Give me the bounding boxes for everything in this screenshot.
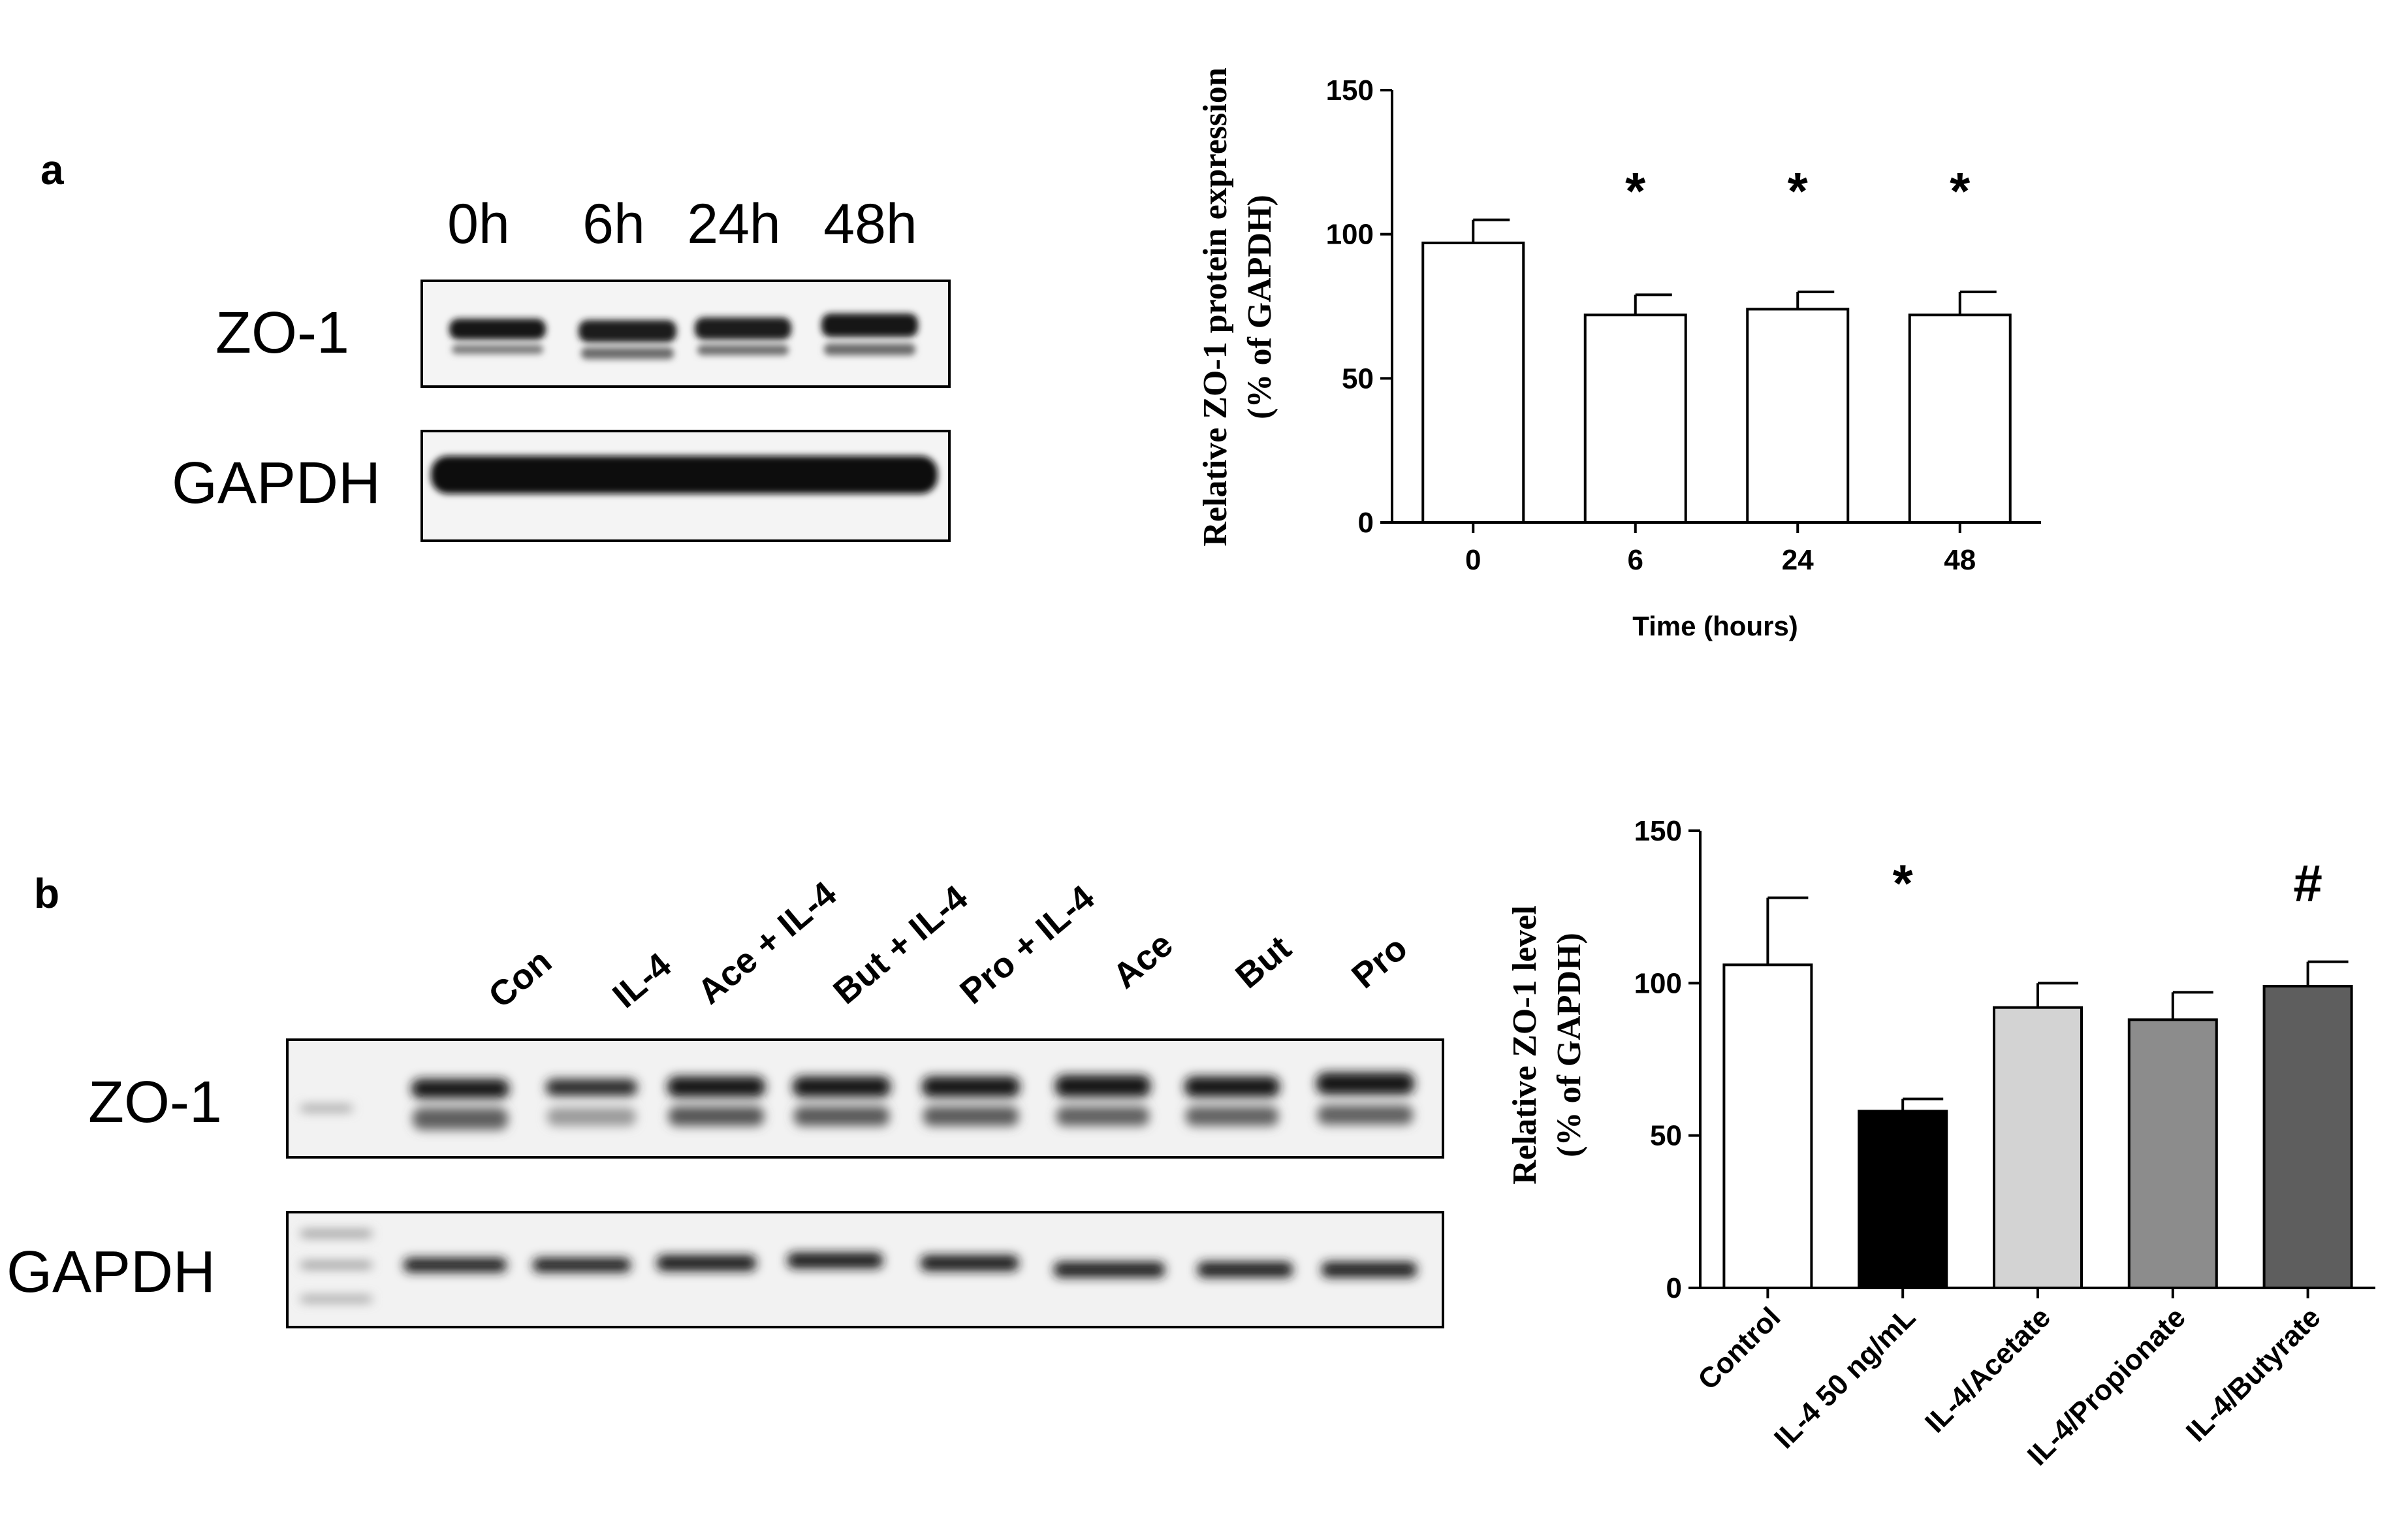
y-tick-label: 0 [1358, 507, 1374, 539]
bar [1993, 1006, 2083, 1289]
chart-a-ylabel-line1: Relative ZO-1 protein expression [1197, 67, 1234, 546]
significance-marker: * [1893, 854, 1914, 912]
blot-a-gapdh-image [420, 430, 951, 542]
x-tick-label: Control [1692, 1301, 1786, 1396]
significance-marker: # [2293, 854, 2322, 912]
panel-b-label: b [34, 870, 59, 917]
blot-a-row-gapdh-label: GAPDH [172, 451, 381, 516]
chart-b-bars [1722, 896, 2353, 1290]
bar [1583, 313, 1687, 524]
x-tick-label: IL-4/Acetate [1919, 1301, 2057, 1439]
bar [1722, 963, 1813, 1290]
lane-label: IL-4 [605, 946, 678, 1016]
lane-label: But [1228, 928, 1298, 996]
y-tick-label: 50 [1650, 1120, 1682, 1152]
blot-b-gapdh-image [286, 1211, 1444, 1328]
chart-b-ylabel-line1: Relative ZO-1 level [1506, 905, 1544, 1184]
bar [2127, 1018, 2218, 1290]
chart-a-bars [1421, 218, 2012, 524]
y-tick-label: 150 [1634, 815, 1682, 847]
x-tick-label: IL-4/Butyrate [2180, 1301, 2327, 1448]
blot-b-row-zo1-label: ZO-1 [88, 1070, 222, 1135]
lane-label: Ace + IL-4 [690, 874, 844, 1012]
bar [1858, 1110, 1948, 1290]
bar [1746, 308, 1850, 524]
lane-label: Pro [1344, 928, 1415, 996]
blot-a-lane-labels: 0h 6h 24h 48h [447, 193, 917, 255]
blot-a: 0h 6h 24h 48h ZO-1 GAPDH [172, 193, 951, 542]
y-tick-label: 50 [1342, 362, 1374, 394]
chart-a-ticks: 0 50 100 150 0 6 * 24 * 48 * [1326, 74, 1976, 576]
y-tick-label: 100 [1634, 967, 1682, 999]
x-tick-label: IL-4 50 ng/mL [1768, 1301, 1922, 1454]
significance-marker: * [1625, 162, 1646, 220]
y-tick-label: 100 [1326, 219, 1374, 251]
lane-label: 0h [447, 193, 510, 255]
blot-b: Con IL-4 Ace + IL-4 But + IL-4 Pro + IL-… [7, 874, 1444, 1328]
significance-marker: * [1788, 162, 1809, 220]
chart-a-xlabel: Time (hours) [1632, 611, 1798, 641]
x-tick-label: 0 [1465, 544, 1481, 576]
x-tick-label: 6 [1628, 544, 1643, 576]
significance-marker: * [1950, 162, 1971, 220]
lane-label: 48h [823, 193, 917, 255]
lane-label: 24h [687, 193, 781, 255]
lane-label: Pro + IL-4 [953, 878, 1101, 1012]
lane-label: But + IL-4 [826, 878, 975, 1012]
blot-a-row-zo1-label: ZO-1 [215, 300, 349, 366]
chart-a: 0 50 100 150 0 6 * 24 * 48 * Relative ZO-1 protein… [1197, 67, 2041, 641]
lane-label: 6h [582, 193, 645, 255]
blot-b-zo1-image [286, 1038, 1444, 1159]
bar [1908, 313, 2012, 524]
x-tick-label: 24 [1782, 544, 1814, 576]
chart-b-ylabel-line2: (% of GAPDH) [1551, 933, 1588, 1157]
blot-a-zo1-image [420, 280, 951, 388]
x-tick-label: 48 [1944, 544, 1976, 576]
y-tick-label: 150 [1326, 74, 1374, 106]
y-tick-label: 0 [1666, 1272, 1682, 1304]
bar [2262, 985, 2353, 1289]
lane-label: Ace [1105, 925, 1180, 997]
bar [1421, 241, 1525, 524]
blot-b-row-gapdh-label: GAPDH [7, 1240, 215, 1305]
chart-a-ylabel-line2: (% of GAPDH) [1241, 195, 1278, 419]
blot-b-lane-labels: Con IL-4 Ace + IL-4 But + IL-4 Pro + IL-… [481, 874, 1415, 1016]
lane-label: Con [481, 942, 559, 1016]
panel-a-label: a [40, 146, 64, 193]
